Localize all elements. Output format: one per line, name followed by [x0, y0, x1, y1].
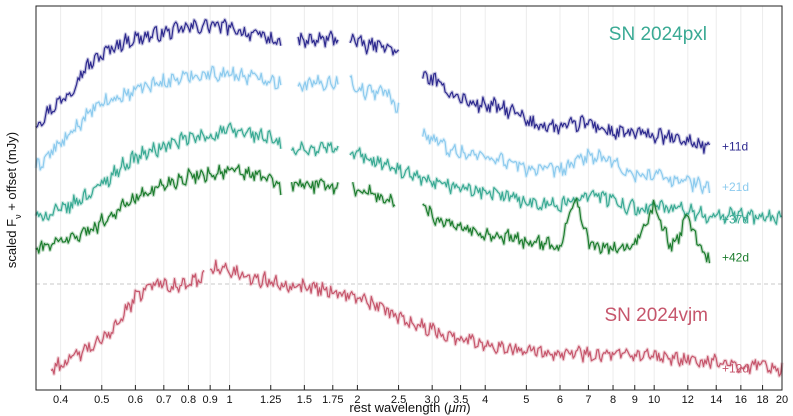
x-tick-label: 3.5 [453, 394, 468, 406]
x-tick-label: 12 [682, 394, 694, 406]
series-line [352, 181, 396, 207]
series-line [50, 269, 205, 375]
epoch-label: +21d [722, 180, 749, 194]
epoch-label: +37d [722, 213, 749, 227]
series-line [35, 18, 282, 129]
series-line [209, 259, 783, 377]
y-axis-title: scaled Fν + offset (mJy) [4, 132, 23, 268]
series-line [297, 75, 339, 92]
x-tick-label: 2 [354, 394, 360, 406]
x-tick-label: 0.7 [156, 394, 171, 406]
x-tick-label: 0.4 [53, 394, 68, 406]
x-tick-label: 0.9 [203, 394, 218, 406]
series-line [35, 65, 282, 171]
series-line [35, 164, 282, 254]
x-tick-label: 18 [756, 394, 768, 406]
series-line [349, 75, 400, 113]
epoch-label: +42d [722, 250, 749, 264]
x-tick-label: 1.75 [322, 394, 343, 406]
x-tick-label: 0.8 [181, 394, 196, 406]
sn-2024vjm-title: SN 2024vjm [605, 305, 709, 326]
grid-lines [60, 6, 783, 390]
series-lines [34, 17, 784, 378]
series-labels: +11d +21d +37d +42d +12d [722, 140, 749, 376]
series-line [297, 30, 339, 48]
x-tick-label: 16 [735, 394, 747, 406]
series-line [349, 147, 783, 225]
x-tick-label: 2.5 [391, 394, 406, 406]
series-line [291, 141, 339, 157]
x-tick-label: 0.5 [94, 394, 109, 406]
x-tick-label: 7 [585, 394, 591, 406]
x-tick-label: 0.6 [128, 394, 143, 406]
x-tick-label: 1.5 [297, 394, 312, 406]
series-line [422, 71, 711, 154]
x-tick-label: 5 [523, 394, 529, 406]
sn-2024pxl-title: SN 2024pxl [609, 24, 707, 45]
series-line [349, 33, 400, 56]
x-tick-label: 1 [227, 394, 233, 406]
plot-frame [35, 5, 783, 391]
x-tick-label: 1.25 [260, 394, 281, 406]
epoch-label: +11d [722, 140, 748, 154]
x-axis-title: rest wavelength (μm) [349, 400, 470, 415]
series-line [422, 128, 711, 194]
series-line [422, 197, 711, 264]
x-tick-label: 14 [710, 394, 722, 406]
series-line [291, 178, 339, 195]
epoch-label: +12d [722, 361, 749, 375]
x-tick-label: 10 [648, 394, 660, 406]
x-ticks: 0.4 0.5 0.6 0.7 0.8 0.9 1 1.25 1.5 1.75 2 2.5 3.0 3.5… [53, 385, 788, 406]
x-tick-label: 3.0 [425, 394, 440, 406]
series-error-band [420, 69, 712, 155]
x-tick-label: 6 [557, 394, 563, 406]
x-tick-label: 9 [632, 394, 638, 406]
series-error-band [348, 146, 783, 226]
series-line [35, 122, 282, 222]
x-tick-label: 4 [482, 394, 488, 406]
x-tick-label: 20 [776, 394, 788, 406]
x-tick-label: 8 [610, 394, 616, 406]
